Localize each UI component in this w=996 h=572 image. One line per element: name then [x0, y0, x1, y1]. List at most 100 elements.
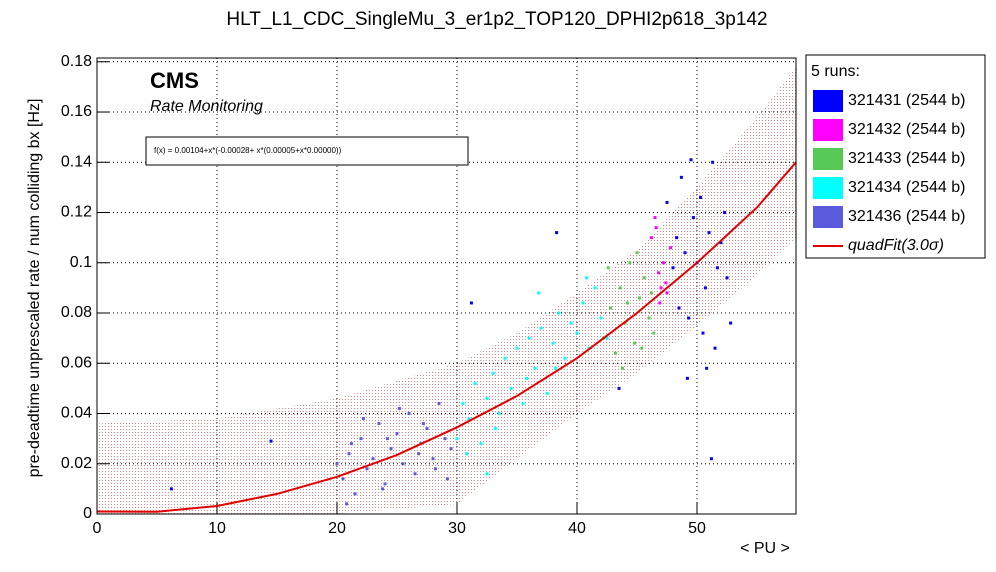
data-point	[609, 306, 613, 310]
data-point	[437, 401, 441, 405]
data-point	[664, 281, 668, 285]
data-point	[455, 437, 459, 441]
data-point	[689, 158, 693, 162]
legend-label: 321431 (2544 b)	[848, 92, 965, 109]
data-point	[473, 381, 477, 385]
data-point	[637, 296, 641, 300]
data-point	[431, 457, 435, 461]
data-point	[341, 477, 345, 481]
data-point	[649, 236, 653, 240]
x-tick-label: 40	[568, 520, 586, 537]
data-point	[533, 366, 537, 370]
data-point	[713, 346, 717, 350]
data-point	[563, 356, 567, 360]
data-point	[445, 477, 449, 481]
data-point	[347, 452, 351, 456]
x-tick-label: 0	[93, 520, 102, 537]
y-tick-label: 0.14	[61, 153, 92, 170]
data-point	[599, 316, 603, 320]
data-point	[521, 401, 525, 405]
data-point	[417, 452, 421, 456]
fit-band	[97, 66, 796, 514]
data-point	[654, 226, 658, 230]
data-point	[269, 439, 273, 443]
plot-frame	[96, 57, 797, 515]
y-tick-label: 0.08	[61, 304, 92, 321]
data-point	[723, 211, 727, 215]
data-point	[509, 386, 513, 390]
y-tick-label: 0.02	[61, 455, 92, 472]
data-point	[605, 336, 609, 340]
x-tick-label: 10	[208, 520, 226, 537]
y-tick-label: 0	[83, 505, 92, 522]
data-point	[633, 341, 637, 345]
data-point	[515, 346, 519, 350]
data-point	[553, 366, 557, 370]
data-point	[701, 331, 705, 335]
data-point	[503, 356, 507, 360]
data-point	[385, 437, 389, 441]
data-point	[555, 231, 559, 235]
legend-label: 321436 (2544 b)	[848, 208, 965, 225]
data-point	[665, 200, 669, 204]
data-point	[675, 236, 679, 240]
data-point	[485, 396, 489, 400]
data-point	[725, 276, 729, 280]
legend-label: 321434 (2544 b)	[848, 179, 965, 196]
data-point	[527, 336, 531, 340]
x-tick-label: 30	[448, 520, 466, 537]
data-point	[377, 422, 381, 426]
data-point	[539, 326, 543, 330]
legend-label: quadFit(3.0σ)	[848, 237, 944, 254]
data-point	[657, 271, 661, 275]
data-point	[647, 316, 651, 320]
data-point	[401, 462, 405, 466]
data-point	[671, 266, 675, 270]
legend-swatch	[813, 206, 843, 228]
data-point	[353, 492, 357, 496]
data-point	[658, 301, 662, 305]
data-point	[618, 286, 622, 290]
y-tick-label: 0.1	[70, 254, 92, 271]
data-point	[469, 301, 473, 305]
subtitle-label: Rate Monitoring	[150, 98, 263, 115]
cms-label: CMS	[150, 68, 199, 93]
data-point	[349, 442, 353, 446]
data-point	[421, 422, 425, 426]
data-point	[653, 216, 657, 220]
data-point	[709, 457, 713, 461]
data-point	[169, 487, 173, 491]
data-point	[665, 291, 669, 295]
chart-title: HLT_L1_CDC_SingleMu_3_er1p2_TOP120_DPHI2…	[226, 9, 767, 30]
data-point	[635, 251, 639, 255]
data-point	[703, 286, 707, 290]
data-point	[649, 291, 653, 295]
data-point	[705, 366, 709, 370]
data-point	[593, 286, 597, 290]
data-point	[371, 457, 375, 461]
y-tick-label: 0.06	[61, 354, 92, 371]
data-point	[669, 246, 673, 250]
y-tick-label: 0.16	[61, 103, 92, 120]
data-point	[606, 266, 610, 270]
data-point	[449, 447, 453, 451]
data-point	[433, 467, 437, 471]
x-axis-label: < PU >	[740, 540, 790, 557]
data-point	[685, 376, 689, 380]
plot-area	[96, 57, 797, 515]
data-point	[467, 417, 471, 421]
data-point	[537, 291, 541, 295]
data-point	[345, 502, 349, 506]
data-point	[557, 311, 561, 315]
data-point	[361, 417, 365, 421]
data-point	[335, 462, 339, 466]
data-point	[497, 412, 501, 416]
data-point	[545, 391, 549, 395]
data-point	[679, 175, 683, 179]
y-tick-label: 0.04	[61, 405, 92, 422]
data-point	[407, 412, 411, 416]
data-point	[628, 261, 632, 265]
legend-swatch	[813, 148, 843, 170]
data-point	[389, 447, 393, 451]
